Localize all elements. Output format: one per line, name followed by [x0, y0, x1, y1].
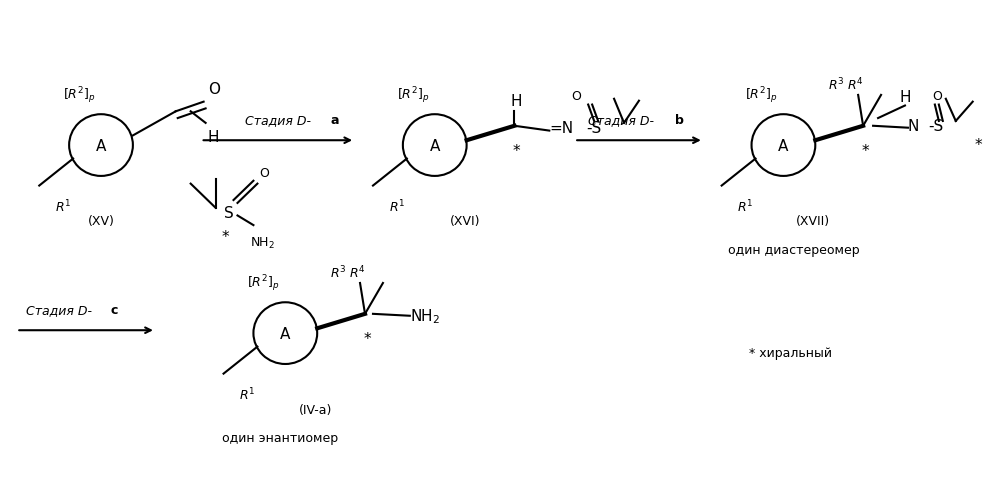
Text: S: S [224, 206, 234, 221]
Text: $R^1$: $R^1$ [55, 199, 71, 215]
Text: $[R^2]_p$: $[R^2]_p$ [247, 272, 280, 293]
Text: *: * [222, 229, 230, 244]
Text: -S: -S [586, 121, 601, 136]
Text: (XV): (XV) [88, 215, 115, 228]
Text: * хиральный: * хиральный [748, 346, 831, 359]
Text: $R^3$ $R^4$: $R^3$ $R^4$ [828, 76, 864, 93]
Text: O: O [571, 90, 581, 103]
Text: $[R^2]_p$: $[R^2]_p$ [63, 85, 95, 106]
Text: Стадия D-: Стадия D- [246, 114, 312, 126]
Text: O: O [932, 90, 942, 103]
Text: a: a [330, 114, 339, 126]
Text: NH$_2$: NH$_2$ [251, 235, 276, 250]
Text: $R^1$: $R^1$ [389, 199, 405, 215]
Text: A: A [430, 138, 440, 153]
Text: O: O [209, 82, 221, 97]
Text: =N: =N [549, 121, 573, 136]
Text: H: H [510, 94, 522, 109]
Text: $R^1$: $R^1$ [240, 386, 256, 403]
Text: N: N [908, 119, 919, 134]
Text: -S: -S [928, 119, 943, 134]
Text: A: A [280, 326, 291, 341]
Text: A: A [96, 138, 106, 153]
Text: *: * [512, 144, 520, 159]
Text: (IV-a): (IV-a) [299, 403, 332, 416]
Text: *: * [861, 144, 869, 159]
Text: $R^3$ $R^4$: $R^3$ $R^4$ [330, 264, 366, 281]
Text: *: * [364, 332, 371, 347]
Text: NH$_2$: NH$_2$ [410, 307, 440, 325]
Text: $R^1$: $R^1$ [737, 199, 753, 215]
Text: $[R^2]_p$: $[R^2]_p$ [745, 85, 778, 106]
Text: один диастереомер: один диастереомер [727, 244, 859, 257]
Text: Стадия D-: Стадия D- [588, 114, 654, 126]
Text: (XVI): (XVI) [450, 215, 480, 228]
Text: *: * [975, 138, 982, 153]
Text: b: b [675, 114, 683, 126]
Text: Стадия D-: Стадия D- [26, 303, 92, 316]
Text: один энантиомер: один энантиомер [222, 432, 339, 445]
Text: c: c [111, 303, 118, 316]
Text: O: O [260, 166, 270, 180]
Text: A: A [778, 138, 788, 153]
Text: H: H [208, 129, 219, 144]
Text: H: H [899, 90, 911, 105]
Text: $[R^2]_p$: $[R^2]_p$ [397, 85, 430, 106]
Text: (XVII): (XVII) [796, 215, 830, 228]
